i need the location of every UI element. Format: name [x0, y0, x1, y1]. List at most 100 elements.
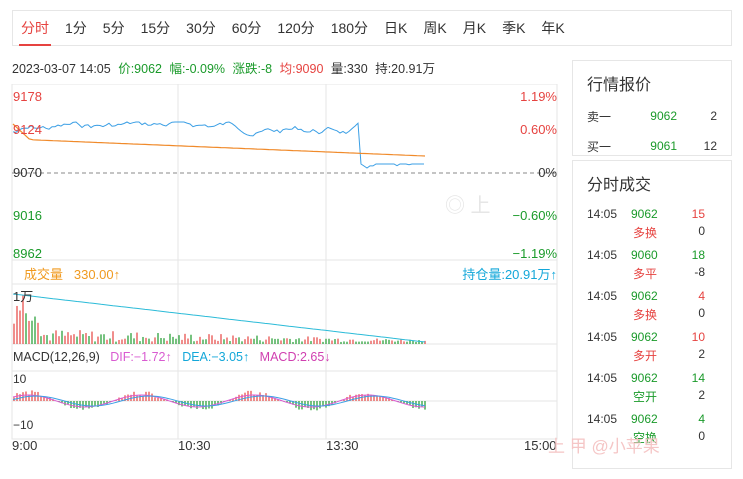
trade-oi: 0 [698, 306, 705, 320]
time-axis-label-0: 9:00 [12, 438, 38, 453]
trade-row: 14:05 9062 10 多开 2 [573, 330, 731, 371]
quote-panel: 行情报价 卖一 9062 2 买一 9061 12 [572, 60, 732, 156]
quote-row-buy1: 买一 9061 12 [573, 131, 731, 161]
price-line [12, 121, 424, 169]
tab-1[interactable]: 1分 [65, 20, 87, 36]
pct-axis-label-0: 1.19% [520, 89, 557, 104]
time-axis-label-1: 10:30 [178, 438, 211, 453]
dea-line [12, 395, 426, 407]
info-change: 涨跌:-8 [232, 62, 273, 76]
quote-price: 9062 [650, 109, 677, 123]
macd-axis-bottom: −10 [13, 418, 34, 432]
price-axis-label-0: 9178 [13, 89, 42, 104]
chart-frame [11, 84, 558, 440]
trade-oi: 0 [698, 429, 705, 443]
trade-type: 多换 [633, 226, 658, 240]
time-axis-label-2: 13:30 [326, 438, 359, 453]
macd-name: MACD(12,26,9) [13, 350, 100, 364]
trade-row: 14:05 9062 4 空换 0 [573, 412, 731, 453]
trade-price: 9062 [631, 371, 658, 385]
pct-axis-label-3: −0.60% [512, 208, 557, 223]
trade-qty: 14 [691, 371, 705, 385]
quote-qty: 2 [710, 109, 717, 123]
tab-10[interactable]: 月K [462, 20, 487, 36]
watermark: 上 甲 @小苹果 [548, 437, 660, 456]
trade-qty: 10 [691, 330, 705, 344]
timeframe-tabs: 分时 1分 5分 15分 30分 60分 120分 180分 日K 周K 月K 季K 年K [12, 10, 732, 46]
quote-qty: 12 [703, 139, 717, 153]
quote-label: 卖一 [587, 109, 612, 124]
info-volume: 量:330 [330, 62, 368, 76]
volume-axis-label: 1万 [13, 289, 34, 304]
trade-qty: 4 [698, 289, 705, 303]
trades-title: 分时成交 [587, 177, 652, 194]
tab-8[interactable]: 日K [384, 20, 408, 36]
open-interest-value: 持仓量:20.91万 [462, 267, 551, 282]
trade-price: 9062 [631, 412, 658, 426]
price-axis-label-1: 9124 [13, 122, 42, 137]
tab-5[interactable]: 60分 [231, 20, 262, 36]
price-axis-label-2: 9070 [13, 165, 42, 180]
trades-panel: 分时成交 14:05 9062 15 多换 0 14:05 9060 18 多平 -8 14:05 9… [572, 160, 732, 469]
trade-price: 9060 [631, 248, 658, 262]
quote-row-sell1: 卖一 9062 2 [573, 101, 731, 131]
macd-value: MACD:2.65 [259, 350, 325, 364]
tab-12[interactable]: 年K [541, 20, 565, 36]
trade-qty: 18 [691, 248, 705, 262]
trade-time: 14:05 [587, 371, 618, 385]
info-datetime: 2023-03-07 14:05 [12, 62, 111, 76]
trade-type: 多开 [633, 349, 658, 363]
info-price: 价:9062 [118, 62, 162, 76]
trade-price: 9062 [631, 289, 658, 303]
tab-4[interactable]: 30分 [186, 20, 216, 36]
quote-price: 9061 [650, 139, 677, 153]
trade-type: 空开 [633, 390, 658, 404]
tab-2[interactable]: 5分 [102, 20, 125, 36]
trade-oi: 2 [698, 388, 705, 402]
info-amplitude: 幅:-0.09% [169, 62, 226, 76]
trade-oi: 2 [698, 347, 705, 361]
trade-time: 14:05 [587, 289, 618, 303]
trade-time: 14:05 [587, 330, 618, 344]
trade-qty: 4 [698, 412, 705, 426]
quote-title: 行情报价 [587, 77, 652, 94]
quote-label: 买一 [587, 139, 612, 154]
trade-type: 多平 [633, 267, 658, 281]
open-interest-label: 持仓量:20.91万↑ [462, 267, 557, 282]
average-line [12, 123, 426, 157]
macd-axis-top: 10 [13, 372, 27, 386]
tab-7[interactable]: 180分 [330, 20, 369, 36]
macd-legend: MACD(12,26,9) DIF:−1.72↑ DEA:−3.05↑ MACD… [13, 350, 331, 364]
pct-axis-label-4: −1.19% [512, 246, 557, 261]
pct-axis-label-1: 0.60% [520, 122, 557, 137]
time-axis-label-3: 15:00 [524, 438, 557, 453]
trade-oi: 0 [698, 224, 705, 238]
trade-time: 14:05 [587, 412, 618, 426]
tab-3[interactable]: 15分 [140, 20, 171, 36]
trade-type: 多换 [633, 308, 658, 322]
price-axis-label-4: 8962 [13, 246, 42, 261]
volume-label: 成交量 330.00↑ [24, 267, 121, 282]
trade-time: 14:05 [587, 207, 618, 221]
tab-11[interactable]: 季K [502, 20, 526, 36]
macd-dif: DIF:−1.72 [110, 350, 166, 364]
trade-row: 14:05 9060 18 多平 -8 [573, 248, 731, 289]
price-axis-label-3: 9016 [13, 208, 42, 223]
trade-price: 9062 [631, 330, 658, 344]
trade-row: 14:05 9062 14 空开 2 [573, 371, 731, 412]
tab-9[interactable]: 周K [423, 20, 447, 36]
trade-price: 9062 [631, 207, 658, 221]
intraday-chart[interactable]: ◎ 上 [0, 84, 560, 464]
trade-qty: 15 [691, 207, 705, 221]
info-bar: 2023-03-07 14:05 价:9062 幅:-0.09% 涨跌:-8 均… [12, 58, 439, 77]
info-avg: 均:9090 [279, 62, 324, 76]
macd-dea: DEA:−3.05 [182, 350, 243, 364]
chart-watermark-icon: ◎ 上 [445, 194, 491, 217]
info-hold: 持:20.91万 [375, 62, 435, 76]
tab-6[interactable]: 120分 [277, 20, 315, 36]
trade-oi: -8 [694, 265, 705, 279]
volume-value: 330.00 [73, 267, 114, 282]
trade-row: 14:05 9062 4 多换 0 [573, 289, 731, 330]
tab-0[interactable]: 分时 [13, 11, 57, 46]
open-interest-line [12, 293, 426, 343]
